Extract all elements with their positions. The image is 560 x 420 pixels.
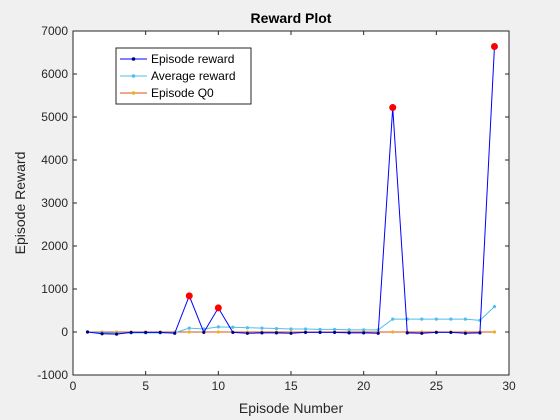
data-point-episode-q0 <box>492 330 497 334</box>
data-point-average-reward <box>245 326 249 330</box>
data-point-episode-reward <box>405 331 409 335</box>
data-point-episode-reward <box>202 330 206 335</box>
data-point-average-reward <box>231 325 235 329</box>
data-point-episode-reward <box>478 331 482 335</box>
x-tick-label: 25 <box>430 379 444 393</box>
data-point-episode-reward <box>260 331 264 335</box>
legend: Episode reward Average reward Episode Q0 <box>115 47 252 105</box>
data-point-episode-q0 <box>187 330 191 334</box>
data-point-average-reward <box>391 317 395 321</box>
data-point-episode-reward <box>274 331 279 335</box>
y-tick-label: 3000 <box>41 196 68 210</box>
data-point-average-reward <box>187 326 191 330</box>
x-tick-label: 5 <box>142 379 149 393</box>
data-point-average-reward <box>289 327 293 331</box>
x-tick-label: 10 <box>212 379 226 393</box>
x-tick-label: 20 <box>357 379 371 393</box>
data-point-episode-q0 <box>216 330 220 334</box>
data-point-episode-reward <box>318 330 322 335</box>
legend-swatch-marker <box>131 91 136 95</box>
data-point-episode-reward <box>129 330 133 335</box>
data-point-average-reward <box>303 327 308 331</box>
data-point-episode-reward <box>158 330 162 335</box>
data-point-average-reward <box>449 317 453 321</box>
data-point-average-reward <box>260 326 264 330</box>
y-tick-label: 6000 <box>41 67 68 81</box>
data-point-episode-reward <box>463 331 467 335</box>
data-point-episode-reward <box>347 331 351 335</box>
data-point-episode-reward <box>362 331 366 335</box>
data-point-average-reward <box>216 325 220 329</box>
data-point-episode-reward <box>434 330 438 335</box>
y-tick-label: 1000 <box>41 282 68 296</box>
data-point-episode-reward <box>85 330 90 334</box>
data-point-episode-reward <box>333 330 337 335</box>
legend-label: Average reward <box>151 69 236 83</box>
y-tick-label: 5000 <box>41 110 68 124</box>
data-point-episode-reward <box>245 331 249 335</box>
data-point-episode-reward <box>303 330 308 335</box>
x-tick-label: 15 <box>284 379 298 393</box>
data-point-episode-reward <box>173 331 177 335</box>
legend-label: Episode Q0 <box>151 86 214 100</box>
data-point-episode-reward <box>449 330 453 335</box>
legend-item: Episode Q0 <box>120 86 214 100</box>
highlight-layer <box>185 42 498 312</box>
x-axis-label: Episode Number <box>239 400 344 416</box>
data-point-episode-reward <box>100 332 104 336</box>
series-episode-reward <box>85 44 497 336</box>
data-point-episode-reward <box>289 331 293 335</box>
data-point-average-reward <box>274 326 279 331</box>
y-tick-label: 0 <box>61 325 68 339</box>
y-tick-label: 2000 <box>41 239 68 253</box>
data-point-average-reward <box>492 305 497 309</box>
data-point-average-reward <box>318 327 322 332</box>
series-layer <box>85 44 497 336</box>
highlight-point <box>214 304 222 312</box>
data-point-average-reward <box>333 327 337 332</box>
y-tick-label: 7000 <box>41 24 68 38</box>
x-tick-label: 30 <box>502 379 516 393</box>
legend-item: Episode reward <box>120 52 234 66</box>
highlight-point <box>389 104 397 112</box>
data-point-average-reward <box>434 317 438 321</box>
highlight-point <box>490 42 498 50</box>
data-point-average-reward <box>420 317 424 321</box>
legend-swatch-marker <box>131 57 136 61</box>
data-point-average-reward <box>463 317 467 321</box>
data-point-average-reward <box>347 328 351 332</box>
data-point-episode-reward <box>231 330 235 335</box>
data-point-episode-q0 <box>391 330 395 334</box>
y-tick-label: -1000 <box>37 368 68 382</box>
legend-label: Episode reward <box>151 52 234 66</box>
legend-item: Average reward <box>120 69 236 83</box>
data-point-episode-reward <box>144 330 148 335</box>
data-point-episode-reward <box>115 332 119 336</box>
data-point-average-reward <box>362 328 366 332</box>
data-point-episode-reward <box>376 331 380 335</box>
plot-frame <box>72 30 510 376</box>
chart-title: Reward Plot <box>251 10 332 26</box>
y-tick-label: 4000 <box>41 153 68 167</box>
data-point-episode-reward <box>420 331 424 335</box>
highlight-point <box>185 292 193 300</box>
legend-swatch-marker <box>131 74 136 78</box>
y-axis-label: Episode Reward <box>12 152 28 255</box>
x-tick-label: 0 <box>70 379 77 393</box>
axis-ticks: 0 5 10 15 20 25 30-100001000200030004000500060… <box>37 24 516 393</box>
